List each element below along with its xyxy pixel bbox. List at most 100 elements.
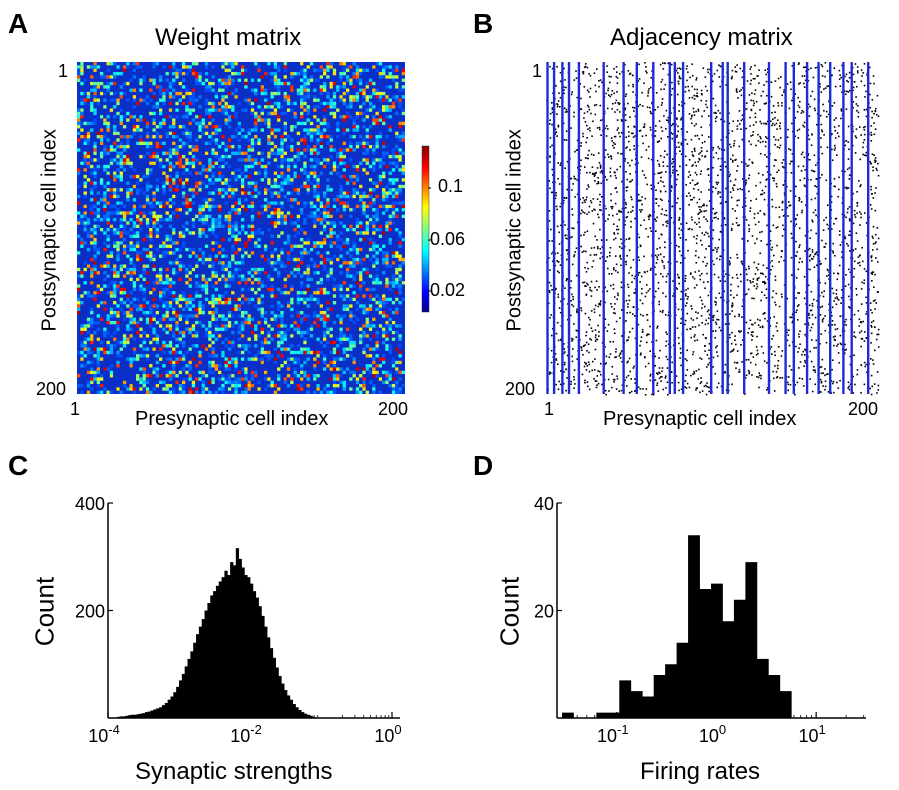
weight-cell [90,101,94,106]
weight-cell [178,208,182,212]
weight-cell [162,304,166,308]
weight-cell [162,314,166,318]
adjacency-dot [657,287,660,290]
weight-cell [293,115,297,119]
weight-cell [136,320,140,325]
weight-cell [178,164,182,169]
adjacency-dot [755,354,758,356]
weight-cell [201,164,205,169]
weight-cell [77,267,81,272]
weight-cell [86,337,91,341]
weight-cell [96,191,100,195]
adjacency-dot [564,167,566,169]
weight-cell [293,125,297,129]
weight-cell [172,181,176,185]
weight-cell [277,85,281,89]
weight-cell [306,330,310,335]
weight-cell [378,324,383,328]
weight-cell [191,164,196,169]
weight-cell [306,284,310,288]
weight-cell [345,271,350,275]
weight-cell [286,251,291,255]
weight-cell [329,138,333,142]
weight-cell [188,121,192,126]
weight-cell [188,377,192,381]
weight-cell [313,68,317,72]
adjacency-dot [648,214,651,216]
adjacency-dot [821,152,824,155]
weight-cell [398,148,402,152]
weight-cell [385,324,389,328]
adjacency-dot [660,253,662,256]
adjacency-dot [631,281,633,283]
weight-cell [136,374,140,378]
adjacency-dot [658,300,660,303]
weight-cell [329,231,333,235]
weight-cell [165,158,169,162]
weight-cell [378,164,383,169]
adjacency-dot [717,109,720,112]
weight-cell [119,95,123,99]
weight-cell [188,297,192,302]
adjacency-dot [844,144,846,147]
weight-cell [293,367,297,371]
weight-cell [211,174,215,179]
weight-cell [231,105,235,109]
adjacency-dot [819,306,822,309]
weight-cell [155,367,159,371]
weight-cell [270,151,274,155]
weight-cell [362,231,366,235]
weight-cell [90,350,94,355]
weight-cell [352,181,356,185]
weight-cell [309,350,314,355]
weight-cell [136,241,140,245]
weight-cell [149,244,153,248]
weight-cell [227,297,232,302]
weight-cell [401,168,405,172]
weight-cell [391,387,396,391]
weight-cell [237,324,241,328]
weight-cell [342,71,346,76]
weight-cell [388,384,392,388]
adjacency-dot [661,259,663,262]
weight-cell [211,350,215,355]
weight-cell [208,88,212,92]
weight-cell [277,201,281,205]
weight-cell [362,367,366,371]
weight-cell [119,178,123,182]
weight-cell [198,125,202,129]
weight-cell [368,101,373,106]
weight-cell [168,148,173,152]
weight-cell [244,377,248,381]
weight-cell [359,91,363,96]
weight-cell [93,151,97,155]
adjacency-dot [745,359,748,361]
weight-cell [165,387,169,391]
weight-cell [139,387,143,391]
weight-cell [332,224,337,228]
weight-cell [237,198,241,202]
weight-cell [303,204,307,209]
adjacency-dot [626,178,629,181]
weight-cell [293,274,297,278]
weight-cell [382,311,386,315]
weight-cell [237,261,241,265]
adjacency-dot [808,314,810,316]
weight-cell [142,75,146,79]
adjacency-dot [634,292,636,294]
weight-cell [218,261,222,265]
weight-cell [185,88,189,92]
weight-cell [139,218,143,222]
weight-cell [329,307,333,311]
weight-cell [185,131,189,136]
weight-cell [378,95,383,99]
adjacency-dot [790,160,792,163]
adjacency-dot [808,255,811,258]
weight-cell [152,194,156,199]
weight-cell [103,264,107,268]
weight-cell [211,347,215,351]
weight-cell [195,261,199,265]
adjacency-dot [822,317,825,320]
adjacency-dot [708,200,711,202]
weight-cell [241,184,245,189]
